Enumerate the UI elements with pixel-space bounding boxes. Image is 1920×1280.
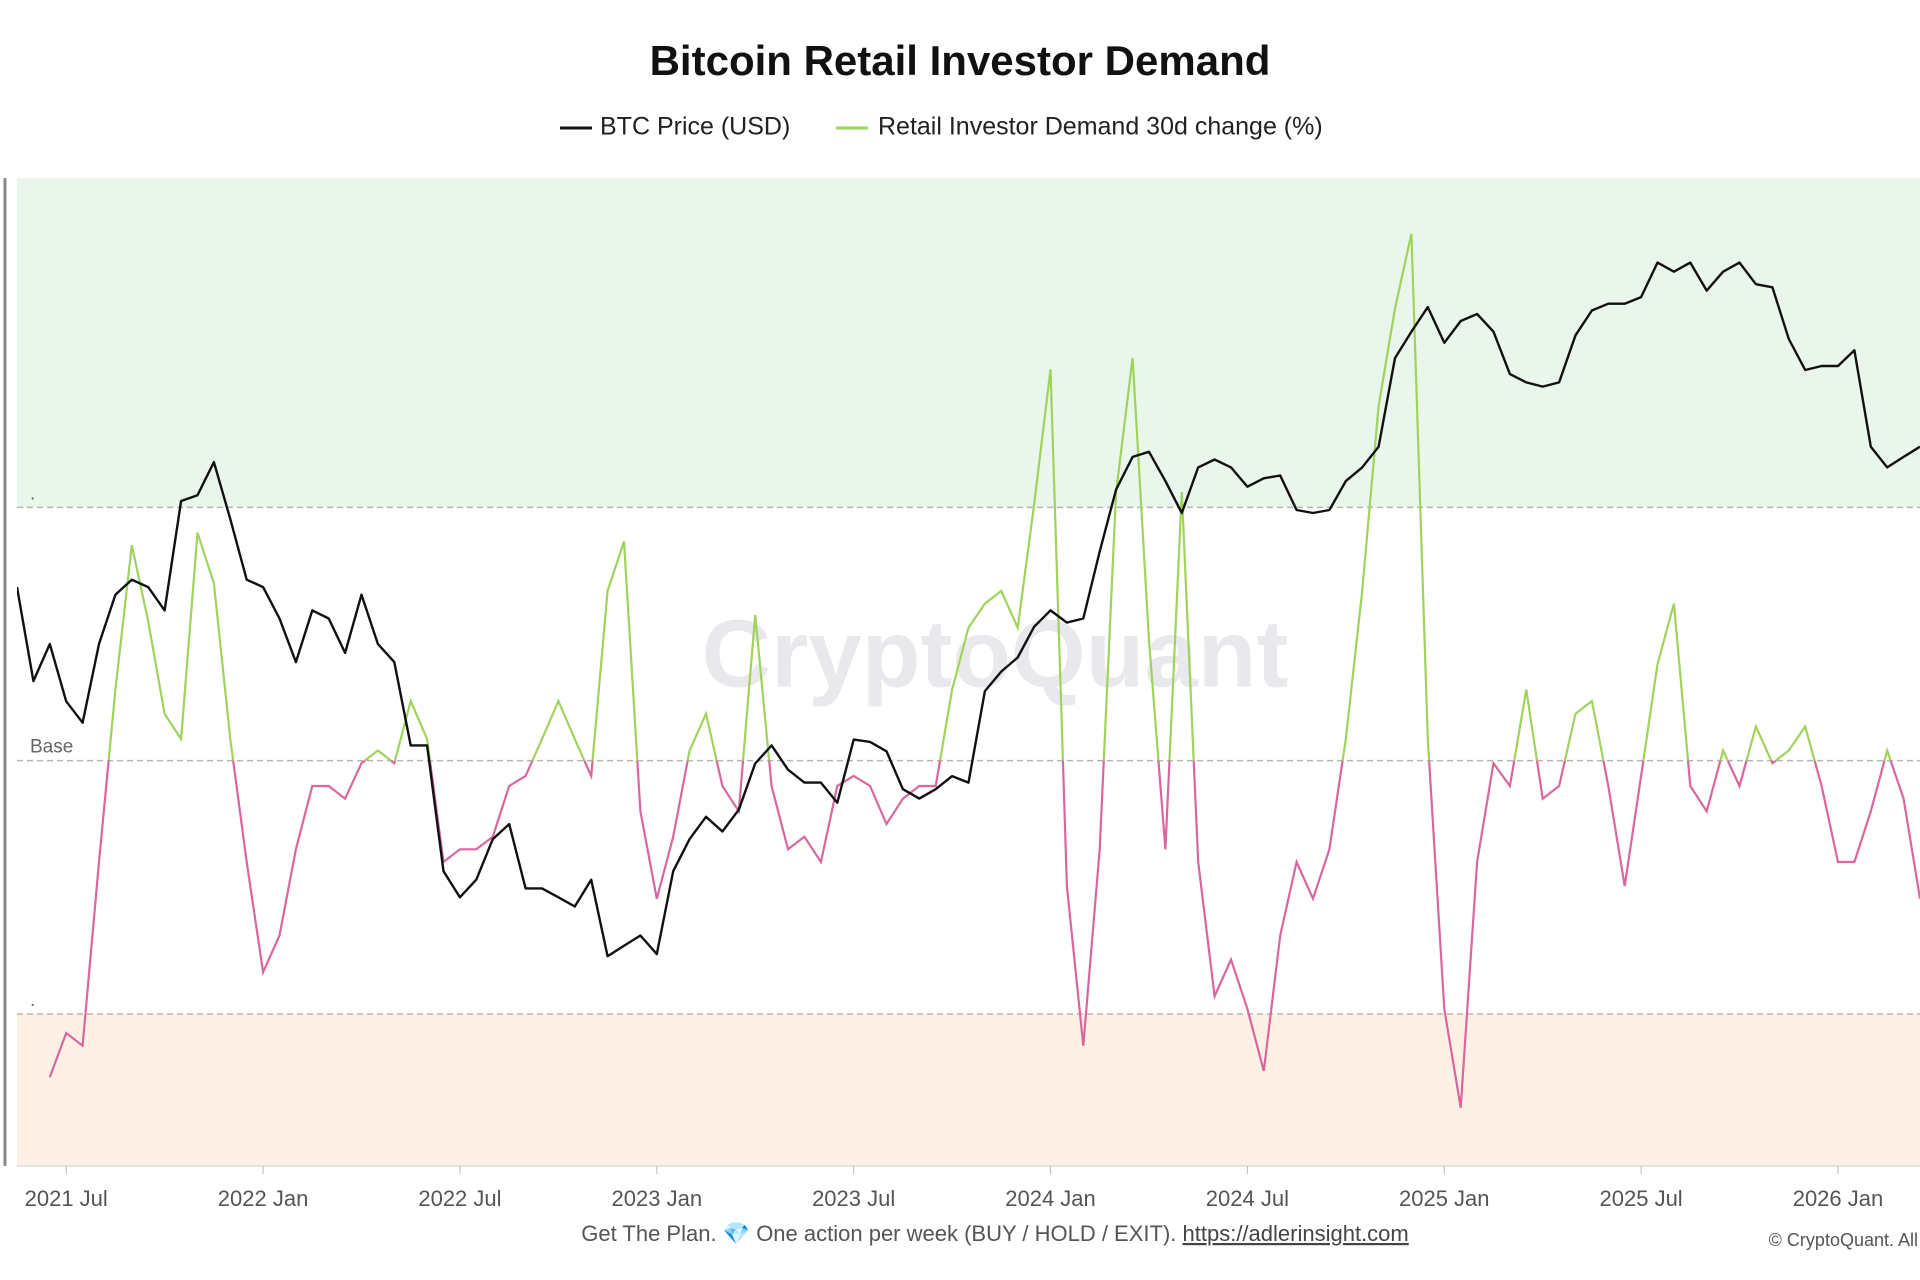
x-tick-label: 2022 Jan (218, 1186, 309, 1211)
x-tick-label: 2021 Jul (25, 1186, 108, 1211)
watermark: CryptoQuant (702, 600, 1289, 707)
x-axis: 2021 Jul 2022 Jan 2022 Jul 2023 Jan 2023 Jul… (17, 1165, 1920, 1211)
lines (17, 233, 1920, 1108)
chart-title: Bitcoin Retail Investor Demand (650, 37, 1271, 84)
footer-text: Get The Plan. 💎 One action per week (BUY… (581, 1221, 1176, 1246)
x-tick-label: 2022 Jul (418, 1186, 501, 1211)
price-line (17, 261, 1920, 958)
legend: BTC Price (USD) Retail Investor Demand 30… (560, 113, 1323, 141)
demand-line-negative (48, 760, 1920, 1108)
x-tick-label: 2025 Jul (1600, 1186, 1683, 1211)
x-tick-label: 2023 Jan (612, 1186, 703, 1211)
x-tick-label: 2025 Jan (1399, 1186, 1490, 1211)
x-tick-label: 2024 Jan (1005, 1186, 1096, 1211)
x-tick-label: 2023 Jul (812, 1186, 895, 1211)
reference-lines: . Base. (17, 483, 1920, 1015)
y-tick-label: . (30, 483, 35, 504)
zone-band (17, 1014, 1920, 1166)
zone-band (17, 178, 1920, 508)
x-tick-label: 2026 Jan (1793, 1186, 1884, 1211)
footer: Get The Plan. 💎 One action per week (BUY… (581, 1221, 1409, 1246)
footer-link[interactable]: https://adlerinsight.com (1183, 1221, 1409, 1246)
demand-line-positive (107, 233, 1892, 761)
x-tick-label: 2024 Jul (1206, 1186, 1289, 1211)
bands (17, 178, 1920, 1166)
credit: © CryptoQuant. All (1769, 1230, 1918, 1250)
y-tick-label: . (30, 990, 35, 1011)
legend-label: Retail Investor Demand 30d change (%) (878, 113, 1323, 141)
y-tick-label: Base (30, 737, 73, 758)
legend-label: BTC Price (USD) (600, 113, 790, 141)
